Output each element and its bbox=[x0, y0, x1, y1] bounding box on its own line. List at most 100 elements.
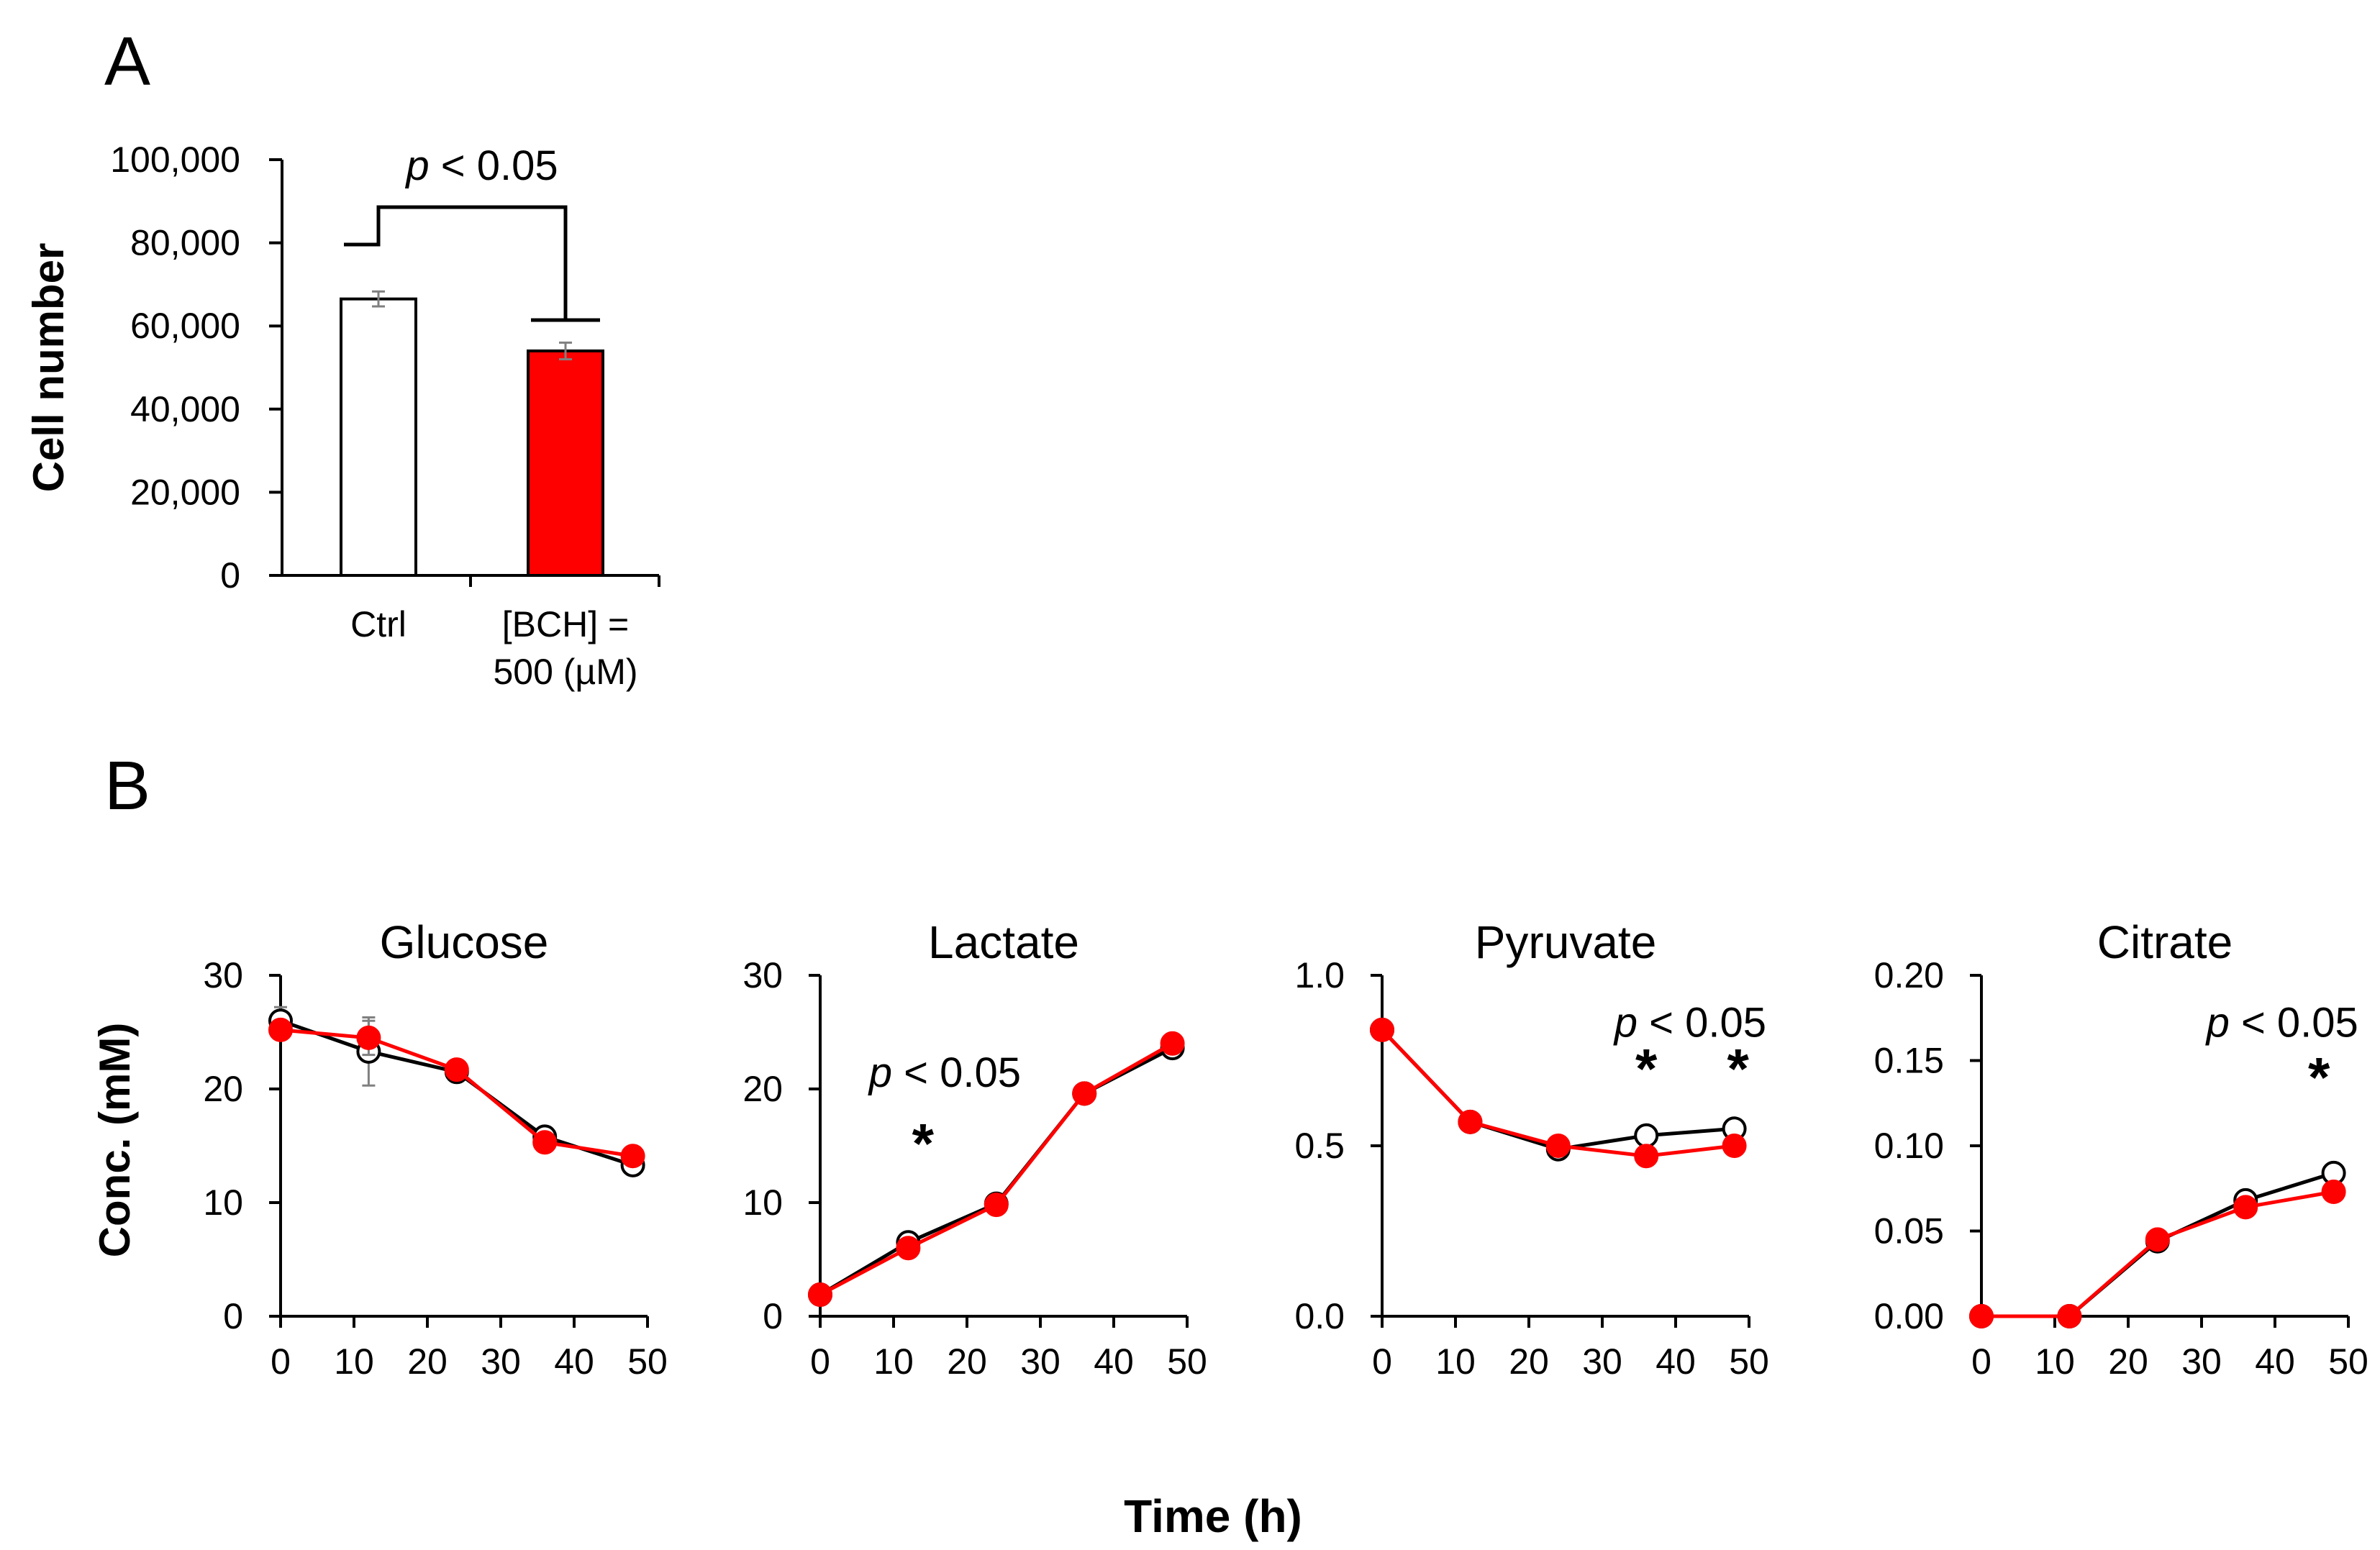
x-tick-label: 0 bbox=[271, 1341, 291, 1382]
x-tick-label: 0 bbox=[1372, 1341, 1392, 1382]
series-line-bch bbox=[280, 1028, 633, 1158]
x-tick-label: 20 bbox=[947, 1341, 987, 1382]
data-point-bch bbox=[808, 1282, 832, 1307]
x-tick-label: 40 bbox=[1094, 1341, 1134, 1382]
x-tick-label: 10 bbox=[334, 1341, 374, 1382]
panel-a-y-axis-label: Cell number bbox=[24, 243, 73, 493]
x-tick-label: 30 bbox=[2181, 1341, 2222, 1382]
bar-0 bbox=[340, 297, 417, 577]
data-point-ctrl bbox=[1634, 1123, 1659, 1148]
p-value-annotation: p < 0.05 bbox=[2205, 999, 2358, 1046]
data-point-bch bbox=[896, 1236, 921, 1261]
y-tick-label: 20 bbox=[742, 1069, 783, 1109]
subplot-title: Citrate bbox=[2097, 916, 2233, 968]
data-point-bch bbox=[2057, 1304, 2082, 1328]
data-point-bch bbox=[1160, 1031, 1185, 1056]
x-tick-label: 20 bbox=[1509, 1341, 1549, 1382]
y-tick-label: 0.10 bbox=[1874, 1126, 1944, 1166]
subplot-glucose: Glucose 0 10 20 30 0 10 20 30 40 50 bbox=[203, 916, 667, 1382]
x-tick-label: 10 bbox=[2035, 1341, 2075, 1382]
significance-star: * bbox=[2308, 1045, 2330, 1108]
p-value-a-italic: p bbox=[404, 142, 429, 189]
y-tick-label: 0.0 bbox=[1294, 1296, 1345, 1336]
data-point-bch bbox=[1969, 1304, 1994, 1328]
subplot-pyruvate: Pyruvate 0.0 0.5 1.0 0 10 20 30 40 50 p < 0.05* * bbox=[1294, 916, 1768, 1382]
data-point-bch bbox=[2233, 1195, 2258, 1220]
data-point-bch bbox=[1722, 1134, 1747, 1158]
y-tick-label-a: 20,000 bbox=[130, 472, 240, 512]
category-label-1: [BCH] = bbox=[502, 604, 629, 644]
panel-letter-a: A bbox=[104, 23, 150, 100]
bar-1 bbox=[527, 349, 604, 577]
data-point-bch bbox=[444, 1057, 469, 1082]
data-point-bch bbox=[1634, 1144, 1659, 1169]
significance-star: * bbox=[1635, 1036, 1658, 1100]
x-tick-label: 50 bbox=[1729, 1341, 1769, 1382]
subplot-title: Lactate bbox=[928, 916, 1079, 968]
data-point-bch bbox=[1072, 1081, 1097, 1106]
y-tick-label-a: 80,000 bbox=[130, 223, 240, 263]
x-tick-label: 40 bbox=[2255, 1341, 2295, 1382]
y-tick-label-a: 40,000 bbox=[130, 389, 240, 429]
data-point-bch bbox=[1458, 1109, 1483, 1134]
y-tick-label: 30 bbox=[203, 955, 243, 995]
x-tick-label: 50 bbox=[627, 1341, 668, 1382]
subplot-lactate: Lactate 0 10 20 30 0 10 20 30 40 50 p < 0.05 * bbox=[742, 916, 1207, 1382]
x-tick-label: 0 bbox=[810, 1341, 830, 1382]
subplot-title: Glucose bbox=[380, 916, 549, 968]
panel-a-bar-chart: 0 20,000 40,000 60,000 80,000 100,000 Cell num… bbox=[24, 140, 660, 692]
y-tick-label-a: 60,000 bbox=[130, 306, 240, 346]
y-tick-label: 30 bbox=[742, 955, 783, 995]
x-tick-label: 30 bbox=[1582, 1341, 1622, 1382]
y-tick-label: 10 bbox=[742, 1182, 783, 1223]
p-value-annotation-italic: p bbox=[868, 1049, 892, 1096]
p-value-annotation-italic: p bbox=[2205, 999, 2230, 1046]
panel-b-x-axis-label: Time (h) bbox=[1124, 1490, 1302, 1542]
category-label-0: Ctrl bbox=[350, 604, 406, 644]
y-tick-label-a: 100,000 bbox=[110, 140, 240, 180]
x-tick-label: 10 bbox=[1435, 1341, 1476, 1382]
y-tick-label: 0.05 bbox=[1874, 1211, 1944, 1252]
x-tick-label: 10 bbox=[873, 1341, 914, 1382]
y-tick-label: 0 bbox=[763, 1296, 783, 1336]
x-tick-label: 20 bbox=[2108, 1341, 2148, 1382]
p-value-annotation-rest: < 0.05 bbox=[2230, 999, 2358, 1046]
p-value-annotation: p < 0.05 bbox=[1613, 999, 1766, 1046]
panel-b-line-charts: Glucose 0 10 20 30 0 10 20 30 40 50 Lactate 0 10 20 30 0… bbox=[203, 916, 2368, 1382]
p-value-annotation-rest: < 0.05 bbox=[892, 1049, 1021, 1096]
category-label-1: 500 (µM) bbox=[493, 652, 637, 692]
x-tick-label: 40 bbox=[1655, 1341, 1696, 1382]
series-line-ctrl bbox=[1381, 1029, 1735, 1152]
x-tick-label: 20 bbox=[407, 1341, 448, 1382]
x-tick-label: 40 bbox=[554, 1341, 594, 1382]
data-point-bch bbox=[620, 1144, 645, 1169]
y-tick-label-a: 0 bbox=[220, 555, 240, 596]
p-value-a: p < 0.05 bbox=[404, 142, 558, 189]
x-tick-label: 30 bbox=[481, 1341, 521, 1382]
x-tick-label: 30 bbox=[1020, 1341, 1060, 1382]
subplot-title: Pyruvate bbox=[1475, 916, 1657, 968]
data-point-bch bbox=[1370, 1017, 1394, 1042]
p-value-annotation-italic: p bbox=[1613, 999, 1638, 1046]
data-point-bch bbox=[532, 1130, 558, 1155]
y-tick-label: 0.15 bbox=[1874, 1041, 1944, 1081]
y-tick-label: 10 bbox=[203, 1182, 243, 1223]
panel-b-y-axis-label: Conc. (mM) bbox=[91, 1023, 139, 1258]
x-tick-label: 50 bbox=[2328, 1341, 2368, 1382]
data-point-bch bbox=[1545, 1134, 1571, 1158]
data-point-bch bbox=[268, 1017, 293, 1042]
series-line-bch bbox=[1981, 1190, 2335, 1318]
y-tick-label: 1.0 bbox=[1294, 955, 1345, 995]
panel-letter-b: B bbox=[104, 747, 150, 824]
p-value-a-rest: < 0.05 bbox=[430, 142, 558, 189]
data-point-bch bbox=[2145, 1227, 2170, 1252]
data-point-bch bbox=[984, 1193, 1009, 1218]
x-tick-label: 50 bbox=[1167, 1341, 1207, 1382]
data-point-bch bbox=[356, 1025, 381, 1050]
significance-star: * bbox=[1727, 1036, 1750, 1100]
p-value-annotation-rest: < 0.05 bbox=[1638, 999, 1766, 1046]
data-point-bch bbox=[2321, 1179, 2346, 1204]
y-tick-label: 20 bbox=[203, 1069, 243, 1109]
series-line-ctrl bbox=[280, 1018, 634, 1167]
